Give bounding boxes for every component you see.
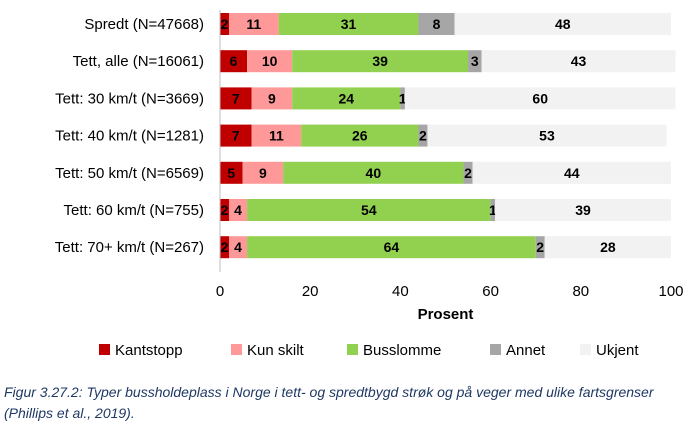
legend-swatch: [99, 344, 110, 355]
data-label: 11: [246, 16, 261, 32]
data-label: 7: [232, 128, 240, 144]
data-label: 9: [259, 165, 267, 181]
data-label: 2: [221, 16, 229, 32]
bar-segment: [220, 50, 248, 73]
bar-segment: [247, 199, 491, 221]
figure-caption: Figur 3.27.2: Typer bussholdeplass i Nor…: [4, 384, 654, 421]
data-label: 26: [352, 128, 368, 144]
data-label: 39: [372, 53, 388, 69]
bar-segment: [400, 87, 405, 110]
bar-segment: [468, 50, 482, 73]
bar-segment: [247, 50, 293, 73]
x-tick-label: 40: [392, 283, 409, 300]
x-tick-label: 60: [482, 283, 499, 300]
data-label: 11: [269, 128, 284, 144]
data-label: 54: [361, 202, 377, 218]
x-axis-title: Prosent: [418, 306, 474, 323]
data-label: 1: [489, 202, 497, 218]
bar-segment: [292, 87, 401, 110]
legend-swatch: [231, 344, 242, 355]
bar-segment: [251, 124, 302, 147]
bar-segment: [229, 13, 279, 35]
bar-segment: [242, 161, 284, 184]
bar-segment: [404, 87, 676, 110]
category-label: Tett: 70+ km/t (N=267): [55, 239, 204, 256]
data-label: 1: [399, 90, 407, 106]
data-label: 2: [221, 202, 229, 218]
data-label: 39: [575, 202, 591, 218]
data-label: 40: [366, 165, 382, 181]
x-tick-label: 100: [658, 283, 683, 300]
legend-label: Busslomme: [363, 342, 441, 359]
category-label: Tett: 40 km/t (N=1281): [55, 128, 204, 145]
data-label: 8: [433, 16, 441, 32]
data-label: 9: [268, 90, 276, 106]
bar-segment: [418, 124, 428, 147]
legend-swatch: [490, 344, 501, 355]
legend-label: Annet: [506, 342, 546, 359]
bar-segment: [220, 199, 230, 221]
legend-swatch: [580, 344, 591, 355]
data-label: 60: [532, 90, 548, 106]
category-label: Tett: 60 km/t (N=755): [64, 202, 204, 219]
legend-label: Ukjent: [596, 342, 639, 359]
bar-segment: [220, 236, 230, 259]
data-label: 64: [384, 239, 400, 255]
data-label: 28: [600, 239, 616, 255]
bar-segment: [220, 13, 230, 35]
bar-segment: [301, 124, 419, 147]
legend-label: Kun skilt: [247, 342, 305, 359]
bar-segment: [544, 236, 671, 259]
data-label: 10: [262, 53, 278, 69]
x-tick-label: 20: [302, 283, 319, 300]
x-tick-label: 0: [216, 283, 224, 300]
bar-segment: [229, 236, 248, 259]
bar-segment: [283, 161, 464, 184]
x-tick-label: 80: [572, 283, 589, 300]
bar-segment: [418, 13, 455, 35]
bar-segment: [292, 50, 469, 73]
bar-segment: [490, 199, 496, 221]
data-label: 3: [471, 53, 479, 69]
legend-label: Kantstopp: [115, 342, 183, 359]
category-label: Tett: 30 km/t (N=3669): [55, 90, 204, 107]
data-label: 53: [539, 128, 555, 144]
bar-segment: [278, 13, 419, 35]
bar-segment: [251, 87, 293, 110]
category-label: Spredt (N=47668): [84, 16, 204, 33]
bar-segment: [481, 50, 676, 73]
data-label: 31: [341, 16, 357, 32]
bar-segment: [427, 124, 667, 147]
data-label: 2: [221, 239, 229, 255]
bar-segment: [220, 87, 252, 110]
data-label: 2: [464, 165, 472, 181]
data-label: 4: [234, 239, 242, 255]
legend-swatch: [347, 344, 358, 355]
data-label: 24: [338, 90, 354, 106]
bar-segment: [454, 13, 671, 35]
data-label: 6: [230, 53, 238, 69]
bar-segment: [247, 236, 536, 259]
bar-segment: [229, 199, 248, 221]
data-label: 7: [232, 90, 240, 106]
data-label: 4: [234, 202, 242, 218]
bar-segment: [220, 124, 252, 147]
data-label: 44: [564, 165, 580, 181]
data-label: 2: [536, 239, 544, 255]
bar-segment: [535, 236, 545, 259]
category-label: Tett, alle (N=16061): [73, 53, 204, 70]
data-label: 43: [571, 53, 587, 69]
category-label: Tett: 50 km/t (N=6569): [55, 165, 204, 182]
data-label: 5: [227, 165, 235, 181]
bar-segment: [463, 161, 473, 184]
bar-segment: [220, 161, 243, 184]
data-label: 2: [419, 128, 427, 144]
bar-segment: [472, 161, 671, 184]
data-label: 48: [555, 16, 571, 32]
bar-segment: [495, 199, 671, 221]
